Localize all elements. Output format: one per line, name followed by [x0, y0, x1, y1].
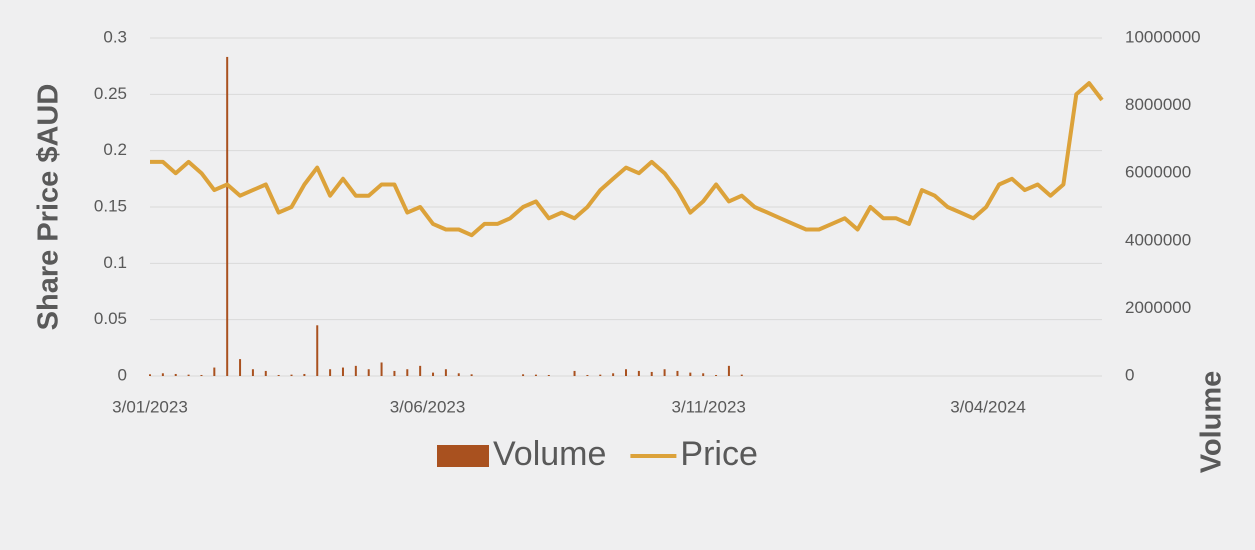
x-tick-label: 3/06/2023 [390, 397, 466, 416]
volume-bar [303, 373, 306, 376]
volume-bar [715, 374, 718, 376]
volume-bar [149, 374, 151, 376]
volume-bar [226, 56, 229, 376]
y-tick-label: 0 [118, 365, 127, 384]
volume-bar [406, 369, 409, 376]
y2-tick-label: 0 [1125, 365, 1134, 384]
y2-tick-label: 10000000 [1125, 27, 1201, 46]
volume-bar [341, 367, 344, 376]
y2-tick-label: 4000000 [1125, 230, 1191, 249]
volume-bar [740, 374, 743, 376]
legend-label: Price [680, 435, 757, 473]
volume-bar [187, 374, 190, 376]
price-line [150, 81, 1104, 238]
y2-tick-label: 2000000 [1125, 298, 1191, 317]
x-tick-label: 3/11/2023 [672, 397, 746, 416]
volume-bar [200, 374, 203, 376]
volume-bar [457, 373, 460, 376]
volume-bar [689, 372, 692, 376]
volume-bar [599, 374, 602, 376]
volume-bar [393, 370, 396, 376]
volume-bar [251, 369, 254, 376]
volume-bar [316, 325, 319, 376]
volume-bar [161, 373, 164, 376]
volume-bar [213, 367, 216, 376]
volume-bar [727, 365, 730, 376]
legend-label: Volume [493, 435, 606, 473]
volume-bar [650, 371, 653, 376]
volume-bar [354, 365, 357, 376]
volume-bar [676, 370, 679, 376]
y2-tick-label: 6000000 [1125, 163, 1191, 182]
volume-bar [329, 369, 332, 376]
volume-bar [380, 362, 383, 376]
volume-bar [573, 370, 576, 376]
x-tick-label: 3/04/2024 [950, 397, 1026, 416]
volume-bar [625, 369, 627, 376]
y2-axis-title: Volume [1196, 371, 1228, 474]
volume-bar [264, 370, 267, 376]
y-axis-title: Share Price $AUD [33, 84, 65, 331]
y-tick-label: 0.3 [103, 27, 127, 46]
volume-bar [586, 374, 589, 376]
y2-tick-label: 8000000 [1125, 95, 1191, 114]
volume-bar [470, 374, 473, 376]
volume-bar [522, 374, 525, 376]
y-tick-label: 0.2 [103, 140, 127, 159]
y-tick-label: 0.1 [103, 253, 127, 272]
y-tick-label: 0.25 [94, 84, 127, 103]
volume-bar [547, 374, 550, 376]
volume-bar [444, 369, 447, 376]
volume-bar [534, 374, 537, 376]
legend-swatch [437, 445, 489, 467]
volume-bar [239, 359, 242, 376]
y-tick-label: 0.15 [94, 196, 127, 215]
volume-bar [277, 374, 280, 376]
x-tick-label: 3/01/2023 [112, 397, 188, 416]
volume-bar [367, 369, 370, 376]
volume-bar [174, 373, 177, 376]
volume-bar [663, 369, 666, 376]
volume-bar [419, 365, 422, 376]
volume-bar [702, 373, 705, 376]
volume-bar [432, 372, 435, 376]
y-tick-label: 0.05 [94, 309, 127, 328]
volume-bar [637, 370, 640, 376]
volume-bar [612, 373, 615, 376]
volume-bar [290, 374, 293, 376]
